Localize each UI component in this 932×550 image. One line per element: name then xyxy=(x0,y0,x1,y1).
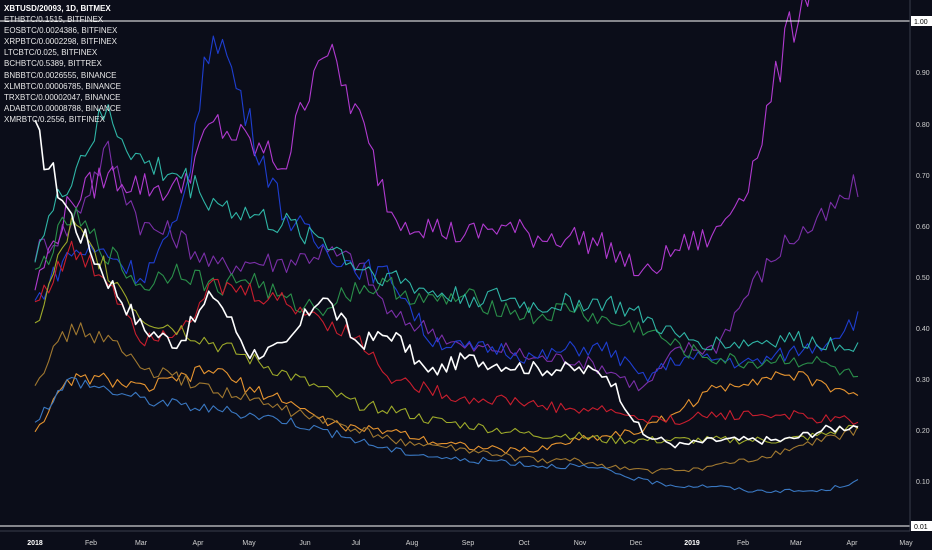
y-tick-label: 0.10 xyxy=(916,479,930,486)
series-line xyxy=(34,104,859,352)
legend-entry: XMRBTC/0.2556, BITFINEX xyxy=(4,114,105,124)
legend-entry: ETHBTC/0.1515, BITFINEX xyxy=(4,15,104,25)
series-line xyxy=(34,365,859,455)
x-tick-label: Aug xyxy=(406,540,419,547)
legend-entry: TRXBTC/0.00002047, BINANCE xyxy=(4,92,121,102)
y-tick-label: 0.60 xyxy=(916,224,930,231)
x-tick-label: May xyxy=(242,540,256,547)
x-tick-label: May xyxy=(899,540,913,547)
legend-entry: BNBBTC/0.0026555, BINANCE xyxy=(4,70,117,80)
series-line xyxy=(34,322,859,475)
y-badge-bottom: 0.01 xyxy=(911,521,932,531)
y-tick-label: 0.90 xyxy=(916,70,930,77)
y-tick-label: 0.20 xyxy=(916,428,930,435)
legend-entry: EOSBTC/0.0024386, BITFINEX xyxy=(4,26,118,36)
series-line xyxy=(34,376,859,494)
x-tick-label: Dec xyxy=(630,540,643,547)
x-tick-label: Jul xyxy=(352,540,361,547)
x-tick-label: Feb xyxy=(85,540,97,547)
x-tick-label: Mar xyxy=(135,540,148,547)
series-line xyxy=(34,206,859,378)
x-tick-label: Mar xyxy=(790,540,803,547)
x-tick-label: Sep xyxy=(462,540,475,547)
y-tick-label: 0.40 xyxy=(916,326,930,333)
y-tick-label: 0.30 xyxy=(916,377,930,384)
x-tick-label: Jun xyxy=(299,540,310,547)
x-tick-label: Feb xyxy=(737,540,749,547)
x-axis-ticks: 2018 Feb Mar Apr May Jun Jul Aug Sep Oct Nov Dec 201… xyxy=(27,540,913,547)
svg-text:0.01: 0.01 xyxy=(914,524,928,531)
y-badge-top: 1.00 xyxy=(911,16,932,26)
y-tick-label: 0.50 xyxy=(916,275,930,282)
legend-entry: BCHBTC/0.5389, BITTREX xyxy=(4,59,102,69)
series-line xyxy=(34,240,859,425)
y-tick-label: 0.70 xyxy=(916,173,930,180)
series-line xyxy=(34,119,859,449)
x-tick-label: 2018 xyxy=(27,540,43,547)
x-tick-label: Oct xyxy=(519,540,530,547)
x-tick-label: Apr xyxy=(193,540,205,547)
legend: XBTUSD/20093, 1D, BITMEX ETHBTC/0.1515, B… xyxy=(4,3,121,125)
svg-text:1.00: 1.00 xyxy=(914,19,928,26)
legend-entry: XLMBTC/0.00006785, BINANCE xyxy=(4,81,121,91)
series-lines xyxy=(34,0,859,494)
x-tick-label: Nov xyxy=(574,540,587,547)
series-line xyxy=(34,0,810,291)
series-line xyxy=(34,217,859,445)
x-tick-label: 2019 xyxy=(684,540,700,547)
series-line xyxy=(34,35,859,382)
y-tick-label: 0.80 xyxy=(916,122,930,129)
y-axis-ticks: 0.90 0.80 0.70 0.60 0.50 0.40 0.30 0.20 0.10 xyxy=(916,70,930,486)
legend-entry: ADABTC/0.00008788, BINANCE xyxy=(4,103,121,113)
x-tick-label: Apr xyxy=(847,540,859,547)
legend-entry: XRPBTC/0.0002298, BITFINEX xyxy=(4,37,117,47)
series-line xyxy=(34,140,859,392)
legend-entry: LTCBTC/0.025, BITFINEX xyxy=(4,48,98,58)
legend-title: XBTUSD/20093, 1D, BITMEX xyxy=(4,4,111,13)
